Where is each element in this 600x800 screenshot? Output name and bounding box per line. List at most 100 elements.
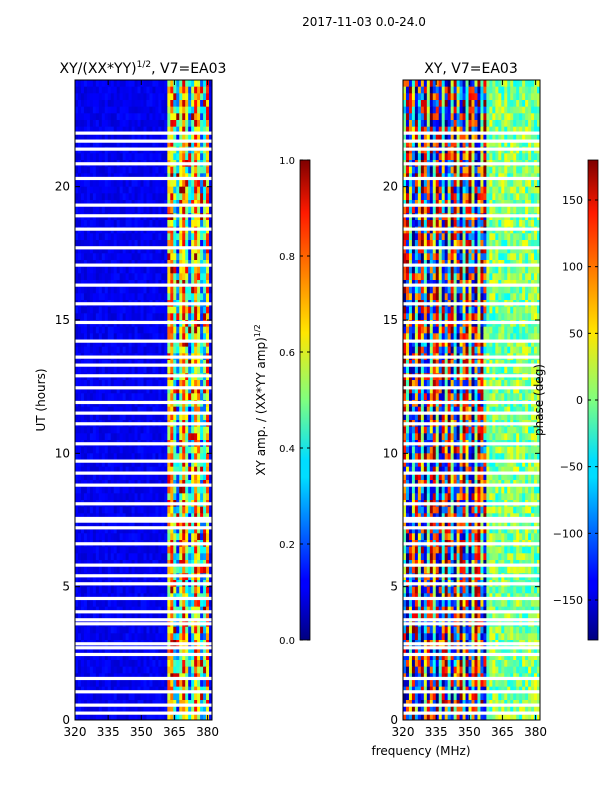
amplitude-heatmap-cell <box>173 293 177 301</box>
amplitude-heatmap-cell <box>194 613 198 621</box>
amplitude-heatmap-cell <box>83 526 88 534</box>
amplitude-heatmap-cell <box>119 413 124 421</box>
phase-heatmap-cell <box>477 106 482 114</box>
amplitude-heatmap-cell <box>173 180 177 188</box>
amplitude-heatmap-cell <box>131 86 136 94</box>
amplitude-heatmap-cell <box>86 493 91 501</box>
amplitude-heatmap-cell <box>143 180 148 188</box>
amplitude-heatmap-cell <box>80 326 85 334</box>
amplitude-heatmap-cell <box>200 120 204 128</box>
amplitude-heatmap-cell <box>200 100 204 108</box>
amplitude-heatmap-cell <box>200 306 204 314</box>
amplitude-heatmap-cell <box>167 140 171 148</box>
amplitude-heatmap-cell <box>200 553 204 561</box>
amplitude-heatmap-cell <box>83 426 88 434</box>
amplitude-heatmap-cell <box>89 693 94 701</box>
amplitude-heatmap-cell <box>152 646 157 654</box>
amplitude-flagged-row <box>75 676 212 681</box>
amplitude-heatmap-cell <box>104 413 109 421</box>
amplitude-heatmap-cell <box>113 193 118 201</box>
amplitude-heatmap-cell <box>98 246 103 254</box>
amplitude-heatmap-cell <box>152 586 157 594</box>
amplitude-heatmap-cell <box>86 293 91 301</box>
amplitude-heatmap-cell <box>206 473 210 481</box>
phase-heatmap-cell <box>447 133 452 141</box>
amplitude-heatmap-cell <box>131 186 136 194</box>
amplitude-heatmap-cell <box>128 286 133 294</box>
amplitude-heatmap-cell <box>134 446 139 454</box>
amplitude-heatmap-cell <box>197 113 201 121</box>
amplitude-heatmap-cell <box>188 413 192 421</box>
phase-heatmap-cell <box>465 106 470 114</box>
amplitude-heatmap-cell <box>113 553 118 561</box>
phase-heatmap-cell <box>429 126 434 134</box>
phase-heatmap-cell <box>507 113 511 121</box>
amplitude-heatmap-cell <box>77 80 82 88</box>
amplitude-heatmap-cell <box>164 186 168 194</box>
amplitude-heatmap-cell <box>101 380 106 388</box>
amplitude-heatmap-cell <box>155 600 159 608</box>
amplitude-heatmap-cell <box>86 133 91 141</box>
phase-heatmap-cell <box>510 133 514 141</box>
amplitude-heatmap-cell <box>185 553 189 561</box>
phase-heatmap-cell <box>510 120 514 128</box>
amplitude-heatmap-cell <box>167 266 171 274</box>
amplitude-heatmap-cell <box>104 380 109 388</box>
amplitude-heatmap-cell <box>98 186 103 194</box>
amplitude-plot-frame <box>74 79 213 721</box>
amplitude-heatmap-cell <box>137 413 142 421</box>
amplitude-heatmap-cell <box>182 193 186 201</box>
amplitude-heatmap-cell <box>173 660 177 668</box>
phase-heatmap-cell <box>435 93 440 101</box>
phase-heatmap-cell <box>510 80 514 88</box>
amplitude-heatmap-cell <box>86 346 91 354</box>
amplitude-heatmap-cell <box>89 646 94 654</box>
amplitude-heatmap-cell <box>101 113 106 121</box>
amplitude-heatmap-cell <box>206 566 210 574</box>
amplitude-heatmap-cell <box>95 633 100 641</box>
amplitude-heatmap-cell <box>107 386 112 394</box>
amplitude-heatmap-cell <box>155 153 159 161</box>
amplitude-heatmap-cell <box>209 180 212 188</box>
amplitude-heatmap-cell <box>185 393 189 401</box>
amplitude-heatmap-cell <box>128 633 133 641</box>
amplitude-heatmap-cell <box>134 406 139 414</box>
amplitude-heatmap-cell <box>185 186 189 194</box>
phase-heatmap-cell <box>534 120 538 128</box>
amplitude-heatmap-cell <box>164 553 168 561</box>
amplitude-heatmap-cell <box>164 86 168 94</box>
amplitude-heatmap-cell <box>170 246 174 254</box>
phase-heatmap-cell <box>495 106 499 114</box>
phase-heatmap-cell <box>414 126 419 134</box>
phase-heatmap-cell <box>426 80 431 88</box>
amplitude-heatmap-cell <box>146 266 151 274</box>
phase-heatmap-cell <box>501 86 505 94</box>
amplitude-heatmap-cell <box>143 120 148 128</box>
amplitude-heatmap-cell <box>197 393 201 401</box>
phase-heatmap-cell <box>471 100 476 108</box>
amplitude-heatmap-cell <box>188 600 192 608</box>
amplitude-heatmap-cell <box>131 666 136 674</box>
amplitude-heatmap-cell <box>170 433 174 441</box>
amplitude-heatmap-cell <box>146 533 151 541</box>
amplitude-heatmap-cell <box>164 453 168 461</box>
amplitude-heatmap-cell <box>128 93 133 101</box>
amplitude-heatmap-cell <box>110 626 115 634</box>
amplitude-heatmap-cell <box>173 553 177 561</box>
amplitude-heatmap-cell <box>83 133 88 141</box>
phase-heatmap-cell <box>435 106 440 114</box>
phase-heatmap-cell <box>459 93 464 101</box>
amplitude-heatmap-cell <box>80 293 85 301</box>
amplitude-heatmap-cell <box>104 473 109 481</box>
amplitude-heatmap-cell <box>110 246 115 254</box>
amplitude-heatmap-cell <box>134 333 139 341</box>
amplitude-heatmap-cell <box>182 333 186 341</box>
amplitude-heatmap-cell <box>173 153 177 161</box>
amplitude-heatmap-cell <box>170 340 174 348</box>
amplitude-heatmap-cell <box>80 186 85 194</box>
amplitude-heatmap-cell <box>92 93 97 101</box>
amplitude-heatmap-cell <box>107 393 112 401</box>
amplitude-heatmap-cell <box>92 633 97 641</box>
amplitude-heatmap-cell <box>197 533 201 541</box>
